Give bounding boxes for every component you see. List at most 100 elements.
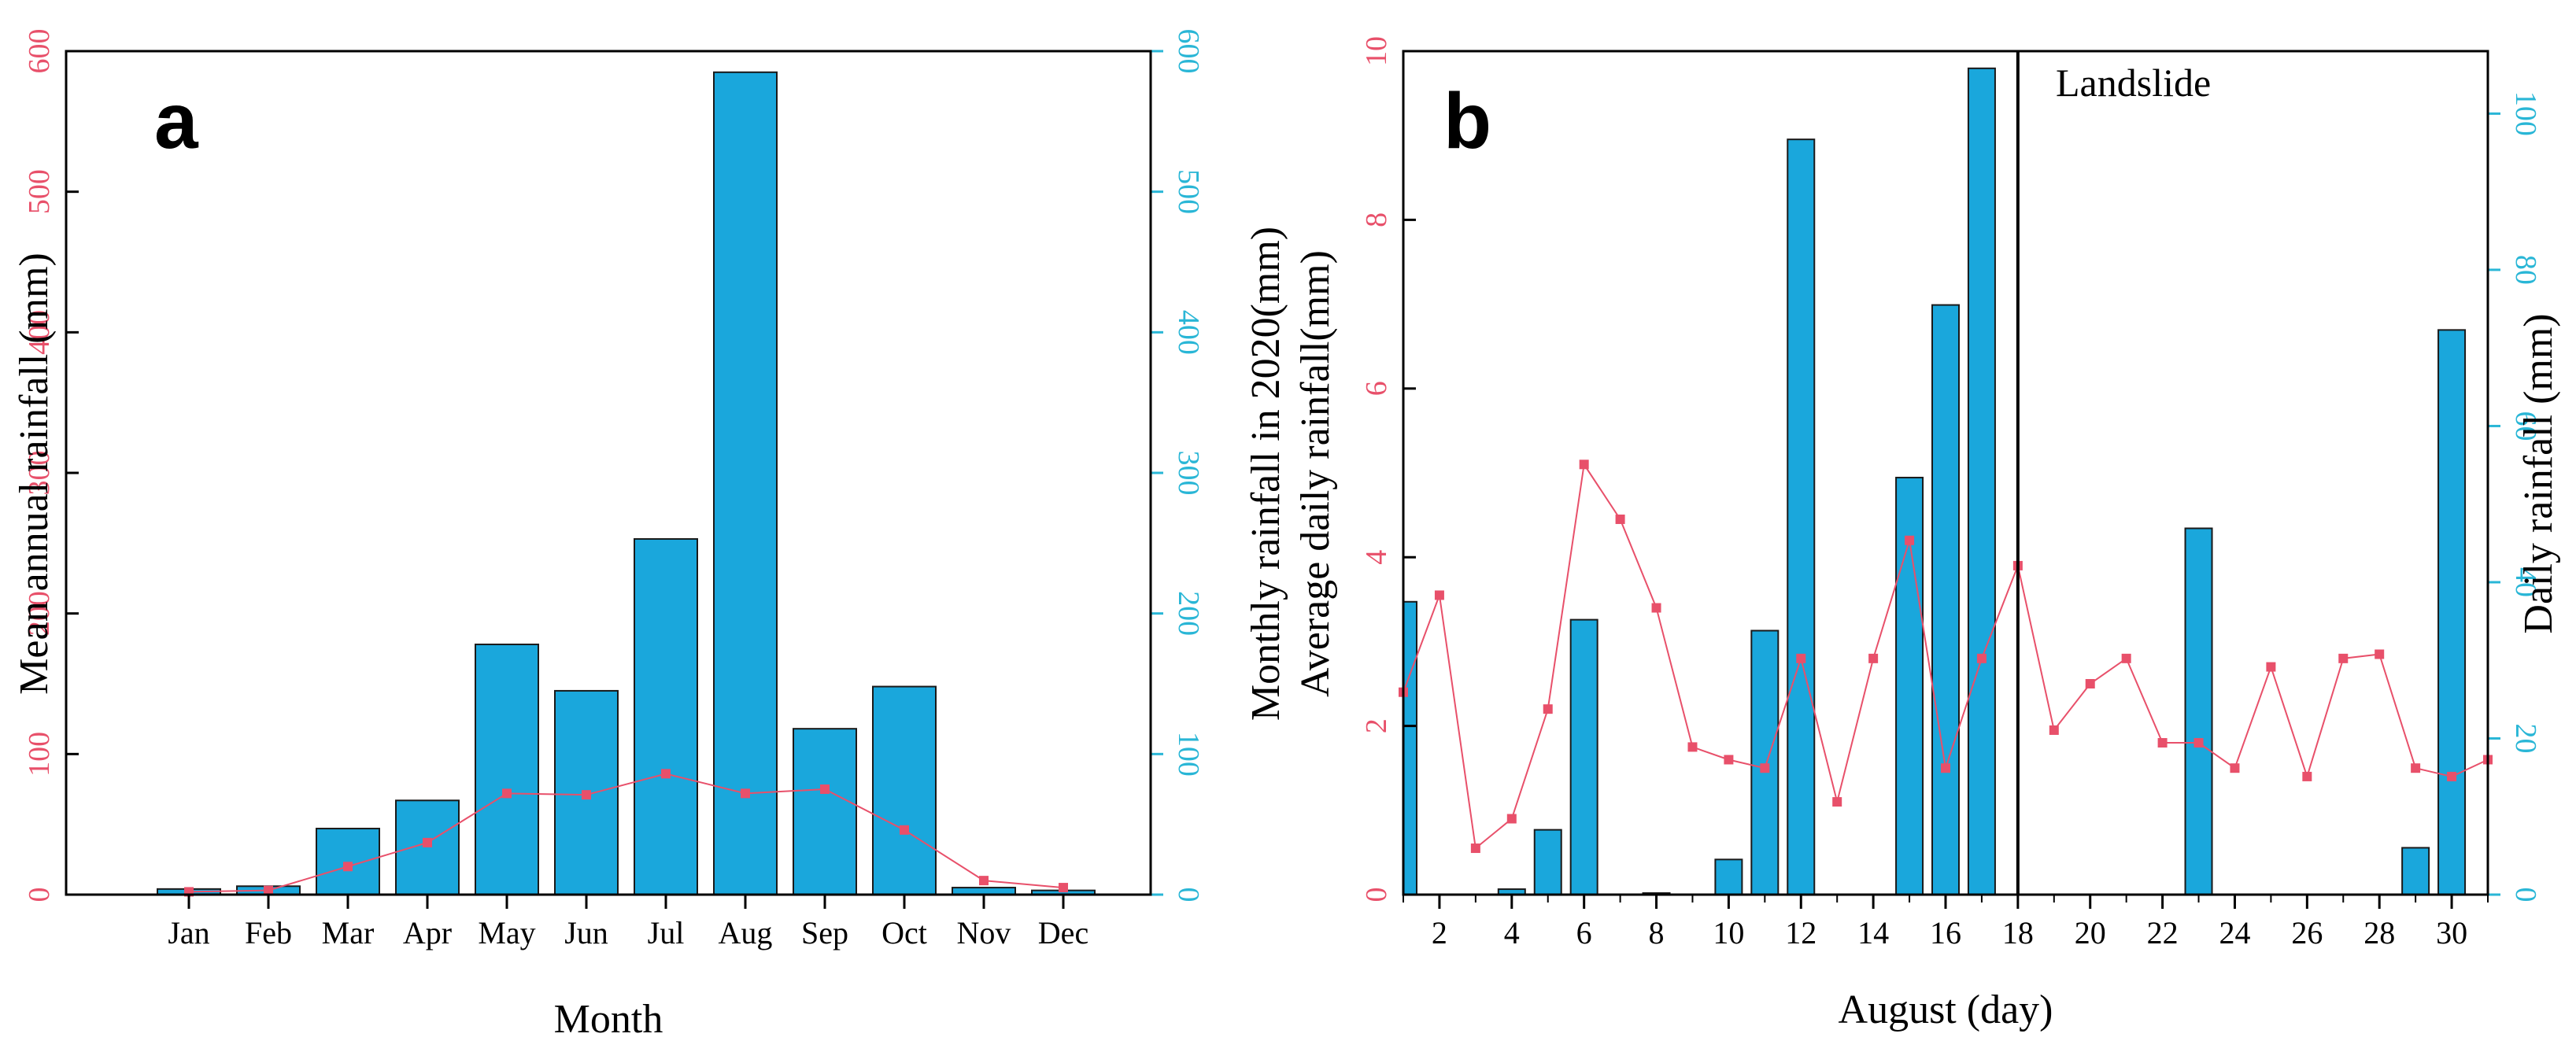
panel-a-line-point xyxy=(502,788,512,799)
panel-b-x-tick-label: 12 xyxy=(1785,915,1817,950)
panel-b-right-tick-label: 100 xyxy=(2509,91,2542,136)
panel-b-right-tick-label: 80 xyxy=(2509,255,2542,285)
panel-a-line-point xyxy=(264,885,273,895)
panel-a-left-tick-label: 0 xyxy=(23,888,56,903)
panel-b-right-tick-label: 20 xyxy=(2509,723,2542,753)
panel-b-line-point xyxy=(1796,653,1806,663)
panel-b-line xyxy=(1399,460,2493,854)
panel-a: Jan Feb Mar Apr May Jun Jul Aug Sep Oct Nov Dec 0 10… xyxy=(12,29,1288,1043)
panel-b-bar xyxy=(1931,304,1960,895)
panel-b-left-axis: 0 2 4 6 8 10 xyxy=(1360,36,1416,903)
panel-b-x-tick-label: 10 xyxy=(1713,915,1744,950)
panel-a-plot-frame xyxy=(65,50,1152,896)
panel-a-x-tick-label: Nov xyxy=(957,915,1011,950)
panel-a-right-axis-title: Monthly rainfall in 2020(mm) xyxy=(1244,227,1288,721)
panel-b-line-point xyxy=(2085,679,2095,688)
panel-b-line-point xyxy=(2411,763,2421,773)
panel-b-bar xyxy=(1403,600,1417,895)
panel-b-line-point xyxy=(2447,771,2457,781)
panel-b-x-tick-label: 18 xyxy=(2002,915,2034,950)
panel-b-left-axis-title: Average daily rainfall(mm) xyxy=(1293,250,1338,697)
panel-a-x-tick-label: Aug xyxy=(719,915,773,950)
panel-b-line-point xyxy=(1832,797,1842,807)
panel-b-left-tick-label: 8 xyxy=(1360,212,1393,227)
panel-a-x-axis: Jan Feb Mar Apr May Jun Jul Aug Sep Oct Nov Dec xyxy=(168,895,1088,950)
panel-a-left-tick-label: 200 xyxy=(23,591,56,636)
panel-b-line-point xyxy=(2157,738,2168,748)
panel-a-x-tick-label: Jun xyxy=(564,915,608,950)
panel-a-bar xyxy=(475,643,539,895)
panel-a-bar xyxy=(713,71,778,895)
panel-b-line-point xyxy=(1976,653,1987,663)
panel-b-right-tick-label: 60 xyxy=(2509,411,2542,441)
panel-a-bar xyxy=(395,799,460,895)
panel-b-x-axis: 2 4 6 8 10 12 14 16 18 20 22 24 26 28 30 xyxy=(1403,895,2489,950)
panel-a-x-tick-label: May xyxy=(478,915,535,950)
panel-b-right-tick-label: 40 xyxy=(2509,567,2542,597)
panel-a-x-tick-label: Apr xyxy=(403,915,452,950)
panel-b-line-point xyxy=(2375,649,2385,659)
panel-b-line-point xyxy=(1941,763,1950,773)
panel-a-x-axis-title: Month xyxy=(554,997,663,1042)
panel-b-line-point xyxy=(1506,814,1517,824)
panel-b-line-point xyxy=(1470,843,1480,854)
panel-b-x-tick-label: 14 xyxy=(1857,915,1889,950)
panel-b-left-tick-label: 4 xyxy=(1360,550,1393,565)
panel-a-line-point xyxy=(661,769,671,779)
panel-b-bar xyxy=(1787,138,1816,895)
panel-a-right-tick-label: 400 xyxy=(1172,310,1205,355)
panel-b-line-point xyxy=(1687,742,1698,752)
panel-a-left-tick-label: 500 xyxy=(23,169,56,214)
panel-a-right-tick-label: 300 xyxy=(1172,451,1205,496)
panel-a-x-tick-label: Jan xyxy=(168,915,209,950)
panel-a-bar xyxy=(634,537,698,895)
panel-b-x-axis-title: August (day) xyxy=(1839,987,2053,1032)
panel-b-left-tick-label: 0 xyxy=(1360,888,1393,903)
panel-b-left-tick-label: 2 xyxy=(1360,718,1393,733)
panel-b-bar xyxy=(1750,629,1780,896)
panel-b-line-point xyxy=(2121,653,2131,663)
panel-a-label: a xyxy=(154,77,199,165)
panel-a-left-axis: 0 100 200 300 400 500 600 xyxy=(23,29,79,903)
panel-a-line-point xyxy=(343,862,353,872)
panel-a-line-point xyxy=(1059,883,1068,893)
panel-a-line-point xyxy=(582,790,591,800)
panel-a-left-tick-label: 400 xyxy=(23,310,56,355)
panel-b-line-point xyxy=(1760,763,1770,773)
panel-b-line-point xyxy=(2266,662,2276,672)
panel-a-right-tick-label: 500 xyxy=(1172,169,1205,214)
panel-b-right-tick-label: 0 xyxy=(2509,888,2542,903)
panel-b-bar xyxy=(1895,476,1924,895)
panel-b-x-tick-label: 24 xyxy=(2219,915,2250,950)
panel-a-right-tick-label: 200 xyxy=(1172,591,1205,636)
panel-b-bar xyxy=(1714,858,1743,896)
panel-b-line-point xyxy=(1724,755,1734,765)
landslide-annotation: Landslide xyxy=(2056,61,2211,105)
panel-b-x-tick-label: 26 xyxy=(2291,915,2323,950)
panel-b-right-axis-title: Daily rainfall (mm) xyxy=(2516,313,2561,633)
panel-b-line-point xyxy=(1543,704,1553,714)
panel-b-x-tick-label: 22 xyxy=(2147,915,2179,950)
panel-b-line-point xyxy=(1651,603,1661,613)
panel-b-line-point xyxy=(2193,738,2204,748)
panel-a-bar xyxy=(793,728,857,895)
panel-a-x-tick-label: Oct xyxy=(881,915,927,950)
panel-b-line-point xyxy=(1579,460,1589,470)
panel-b-x-tick-label: 8 xyxy=(1649,915,1665,950)
panel-b-line-point xyxy=(1868,653,1879,663)
panel-a-line-point xyxy=(979,876,989,886)
panel-a-line-point xyxy=(741,788,750,799)
panel-b-x-tick-label: 2 xyxy=(1432,915,1447,950)
panel-b-bars xyxy=(1403,67,2467,896)
panel-a-x-tick-label: Sep xyxy=(801,915,848,950)
panel-b-bar xyxy=(2184,527,2213,895)
panel-b-x-tick-label: 20 xyxy=(2075,915,2106,950)
panel-b-line-point xyxy=(1905,535,1915,545)
panel-b-plot-frame xyxy=(1402,50,2489,896)
panel-b-line-point xyxy=(1434,590,1444,600)
panel-b-line-point xyxy=(2338,653,2349,663)
panel-a-left-tick-label: 600 xyxy=(23,29,56,74)
panel-b-label: b xyxy=(1443,77,1491,165)
